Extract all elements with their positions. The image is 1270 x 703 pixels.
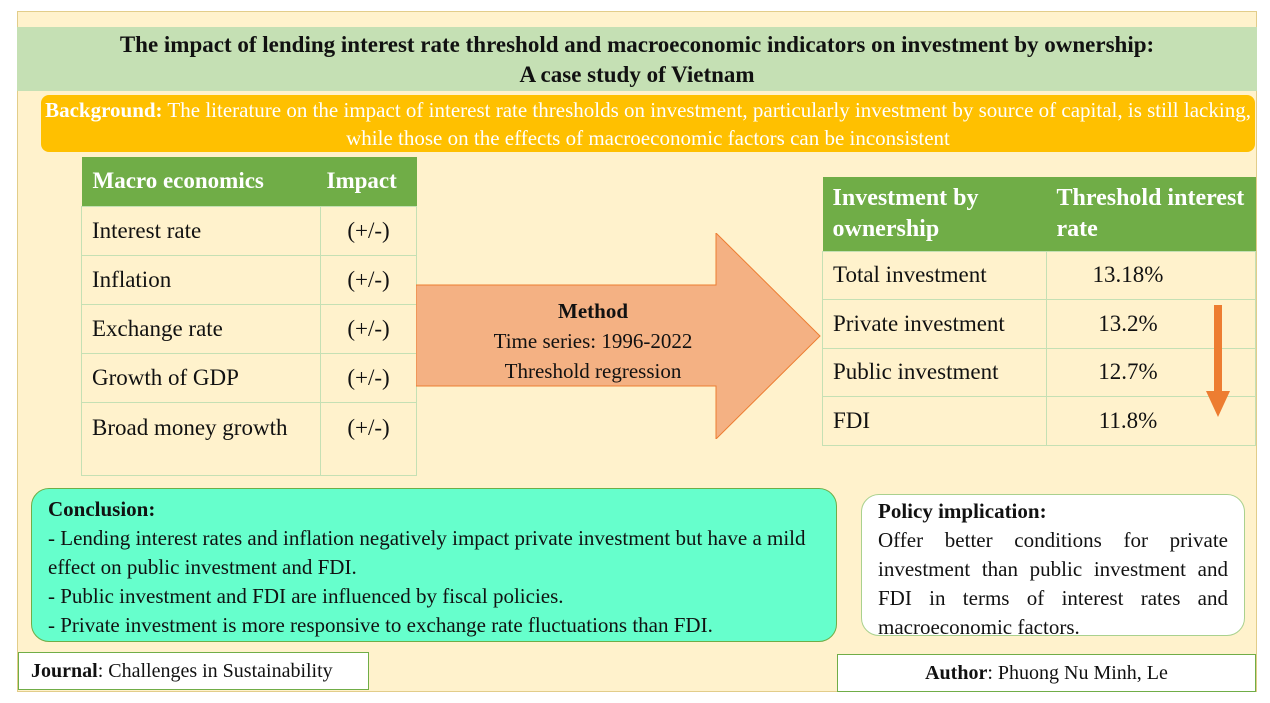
conclusion-point: - Private investment is more responsive … (48, 613, 713, 637)
macro-impact: (+/-) (320, 303, 417, 354)
investment-type: Public investment (822, 347, 1047, 397)
investment-type: Private investment (822, 299, 1047, 349)
background-label: Background: (45, 98, 163, 122)
background-box: Background: The literature on the impact… (41, 95, 1255, 152)
table-row: Total investment 13.18% (822, 250, 1256, 300)
macro-impact: (+/-) (320, 401, 417, 476)
page-title: The impact of lending interest rate thre… (17, 27, 1257, 91)
table-row: Inflation (+/-) (81, 254, 417, 305)
investment-type: Total investment (822, 250, 1047, 300)
investment-type: FDI (822, 396, 1047, 446)
author-label: Author (925, 662, 988, 684)
table-row: FDI 11.8% (822, 396, 1256, 446)
title-line-1: The impact of lending interest rate thre… (119, 32, 1155, 57)
threshold-rate: 13.18% (1046, 250, 1256, 300)
method-text: Method Time series: 1996-2022 Threshold … (418, 296, 768, 386)
author-value: : Phuong Nu Minh, Le (987, 662, 1168, 684)
title-line-2: A case study of Vietnam (519, 62, 755, 87)
author-box: Author: Phuong Nu Minh, Le (837, 654, 1256, 692)
journal-box: Journal: Challenges in Sustainability (18, 652, 369, 690)
macro-factor: Interest rate (81, 205, 321, 256)
macro-table-header: Macro economics Impact (81, 157, 417, 206)
journal-label: Journal (31, 660, 98, 682)
table-row: Exchange rate (+/-) (81, 303, 417, 354)
macro-factor: Broad money growth (81, 401, 321, 476)
macro-header-impact: Impact (320, 157, 417, 206)
threshold-header-rate: Threshold interest rate (1046, 177, 1256, 251)
conclusion-point: - Public investment and FDI are influenc… (48, 584, 564, 608)
threshold-header-ownership: Investment by ownership (822, 177, 1047, 251)
method-heading: Method (558, 299, 628, 323)
table-row: Growth of GDP (+/-) (81, 352, 417, 403)
threshold-table: Investment by ownership Threshold intere… (822, 177, 1256, 446)
background-text: The literature on the impact of interest… (162, 98, 1251, 150)
conclusion-box: Conclusion: - Lending interest rates and… (31, 488, 837, 642)
conclusion-point: - Lending interest rates and inflation n… (48, 526, 806, 579)
macro-factor: Growth of GDP (81, 352, 321, 403)
policy-box: Policy implication: Offer better conditi… (861, 494, 1245, 639)
journal-value: : Challenges in Sustainability (97, 660, 333, 682)
macro-impact: (+/-) (320, 352, 417, 403)
macro-factor: Exchange rate (81, 303, 321, 354)
table-row: Interest rate (+/-) (81, 205, 417, 256)
policy-heading: Policy implication: (878, 499, 1047, 523)
macro-factor: Inflation (81, 254, 321, 305)
policy-text: Offer better conditions for private inve… (878, 528, 1228, 639)
threshold-table-header: Investment by ownership Threshold intere… (822, 177, 1256, 251)
table-row: Broad money growth (+/-) (81, 401, 417, 476)
method-line-1: Time series: 1996-2022 (493, 329, 693, 353)
macro-economics-table: Macro economics Impact Interest rate (+/… (81, 157, 417, 476)
arrow-down-icon (1206, 305, 1230, 417)
macro-impact: (+/-) (320, 254, 417, 305)
macro-header-factor: Macro economics (81, 157, 321, 206)
method-arrow (416, 233, 821, 439)
method-line-2: Threshold regression (504, 359, 682, 383)
macro-impact: (+/-) (320, 205, 417, 256)
conclusion-heading: Conclusion: (48, 497, 156, 521)
table-row: Private investment 13.2% (822, 299, 1256, 349)
table-row: Public investment 12.7% (822, 347, 1256, 397)
